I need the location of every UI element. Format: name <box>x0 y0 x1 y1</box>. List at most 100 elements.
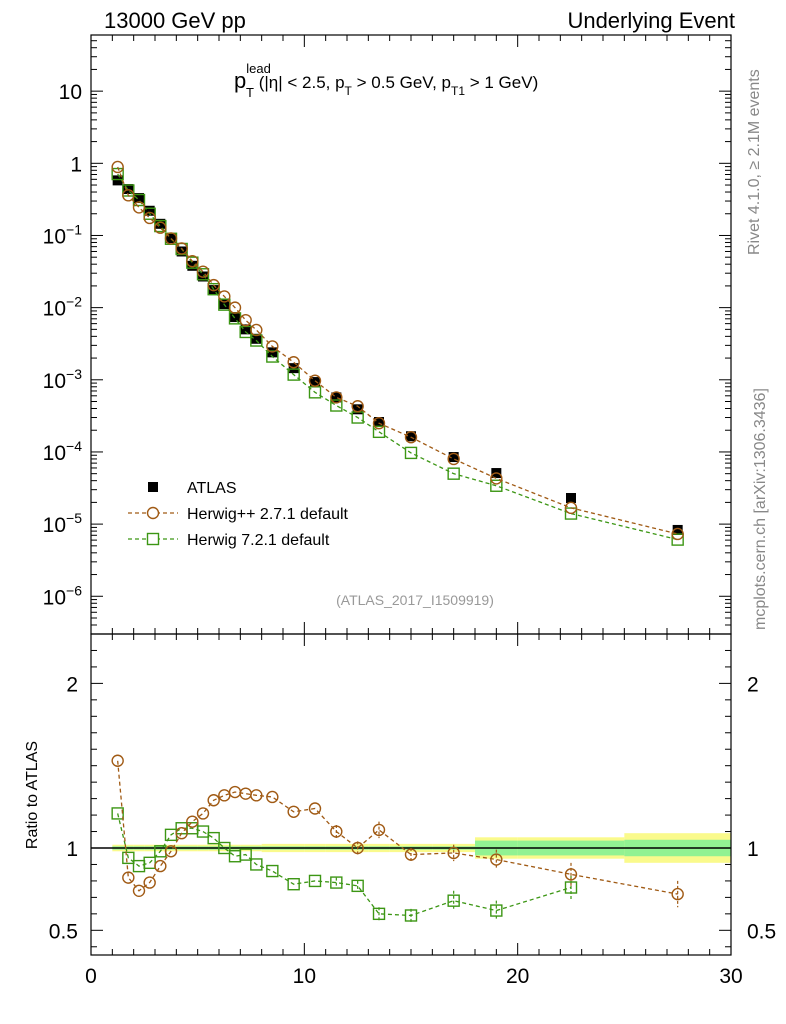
herwigpp-point <box>164 232 178 245</box>
atlas-point <box>112 175 123 186</box>
herwigpp-point <box>564 501 578 515</box>
herwigpp-point <box>143 211 156 225</box>
herwig7-ratio-point <box>490 904 503 917</box>
herwigpp-point <box>671 527 684 541</box>
legend: ATLAS Herwig++ 2.7.1 default Herwig 7.2.1 … <box>128 480 349 549</box>
herwig7-ratio-point <box>218 841 231 855</box>
atlas-point <box>166 233 176 244</box>
herwig7-line <box>117 173 678 541</box>
ratio-panel: 2 2 1 1 0.5 0.5 Ratio to ATLAS 0 10 20 30 <box>24 633 776 988</box>
herwigpp-ratio-point <box>175 826 188 840</box>
atlas-point <box>123 184 134 195</box>
atlas-point <box>448 452 459 463</box>
herwigpp-point <box>308 374 322 387</box>
x-tick-label: 10 <box>293 965 316 988</box>
x-tick-label: 0 <box>85 965 97 988</box>
atlas-point <box>251 333 262 344</box>
herwigpp-ratio-line <box>117 760 678 895</box>
y-tick-label: 10−4 <box>43 438 83 465</box>
herwigpp-ratio-point <box>308 802 322 815</box>
herwig7-ratio-point <box>287 878 300 891</box>
herwig7-point <box>330 399 343 412</box>
herwig7-ratio-point <box>447 894 460 907</box>
rivet-label: Rivet 4.1.0, ≥ 2.1M events <box>746 69 763 255</box>
atlas-point <box>134 193 144 204</box>
herwig7-ratio-point <box>196 825 210 838</box>
atlas-point <box>144 205 155 216</box>
herwig7-point <box>266 350 279 363</box>
herwig7-ratio-point <box>330 876 343 889</box>
herwig7-ratio-point <box>207 831 220 845</box>
herwigpp-ratio-point <box>330 825 343 838</box>
atlas-point <box>155 218 166 229</box>
atlas-point <box>176 246 187 257</box>
herwigpp-point <box>122 189 135 202</box>
herwig7-ratio-point <box>111 807 124 820</box>
ratio-y-tick-label: 0.5 <box>49 920 78 943</box>
herwig7-ratio-point <box>372 907 386 921</box>
herwigpp-ratio-point <box>207 794 220 807</box>
herwigpp-ratio-point <box>122 871 135 884</box>
atlas-point <box>230 312 240 323</box>
atlas-point <box>331 392 342 403</box>
header-left: 13000 GeV pp <box>104 8 246 33</box>
herwigpp-point <box>351 400 364 413</box>
y-tick-label: 10 <box>59 81 82 104</box>
herwigpp-ratio-point <box>250 789 263 802</box>
y-tick-label: 1 <box>70 153 82 176</box>
herwig7-point <box>671 533 684 546</box>
herwigpp-ratio-point <box>372 823 386 837</box>
analysis-id: (ATLAS_2017_I1509919) <box>336 592 494 608</box>
herwigpp-ratio-point <box>490 853 503 866</box>
atlas-point <box>187 260 198 271</box>
atlas-point <box>374 417 384 428</box>
y-tick-label: 10−6 <box>43 582 83 609</box>
herwigpp-ratio-point <box>111 754 124 767</box>
herwig7-ratio-point <box>250 858 263 871</box>
ratio-y-tick-label-right: 2 <box>747 673 759 696</box>
atlas-point <box>310 377 320 388</box>
herwig7-point <box>490 479 503 492</box>
herwigpp-point <box>287 356 300 369</box>
herwigpp-point <box>372 417 386 430</box>
herwigpp-ratio-point <box>564 868 578 881</box>
herwigpp-ratio-point <box>351 841 364 855</box>
herwigpp-point <box>207 278 220 292</box>
ratio-y-tick-label: 2 <box>66 673 78 696</box>
herwigpp-point <box>186 254 199 268</box>
herwig7-point <box>132 193 146 207</box>
ratio-y-tick-label-right: 0.5 <box>747 920 776 943</box>
herwig7-ratio-point <box>239 848 252 861</box>
herwigpp-point <box>111 160 124 174</box>
herwig7-point <box>207 283 220 296</box>
herwigpp-point <box>196 265 210 278</box>
atlas-point <box>672 524 683 535</box>
herwig7-ratio-point <box>308 874 322 888</box>
x-tick-label: 30 <box>719 965 742 988</box>
herwigpp-point <box>447 452 460 466</box>
herwigpp-point <box>490 472 503 485</box>
herwig7-ratio-point <box>404 909 418 922</box>
herwig7-point <box>404 446 418 460</box>
herwigpp-ratio-point <box>196 807 210 820</box>
mcplots-label: mcplots.cern.ch [arXiv:1306.3436] <box>752 388 769 630</box>
herwigpp-ratio-point <box>266 790 279 804</box>
herwigpp-ratio-point <box>143 876 156 889</box>
herwigpp-point <box>250 323 263 337</box>
herwigpp-ratio-point <box>287 805 300 818</box>
atlas-point <box>566 493 576 504</box>
herwigpp-ratio-point <box>218 789 231 802</box>
y-tick-label: 10−3 <box>43 366 83 393</box>
legend-herwigpp-label: Herwig++ 2.7.1 default <box>187 506 349 523</box>
herwigpp-point <box>239 313 252 327</box>
ratio-y-tick-label-right: 1 <box>747 838 759 861</box>
plot-title: plead T (|η| < 2.5, pT > 0.5 GeV, pT1 > 1… <box>234 61 538 100</box>
header-right: Underlying Event <box>567 8 735 33</box>
herwig7-point <box>447 467 460 480</box>
y-tick-label: 10−5 <box>43 510 83 537</box>
herwigpp-ratio-point <box>164 845 178 858</box>
herwigpp-point <box>330 391 343 404</box>
herwigpp-point <box>404 431 418 444</box>
herwigpp-ratio-point <box>132 884 146 897</box>
